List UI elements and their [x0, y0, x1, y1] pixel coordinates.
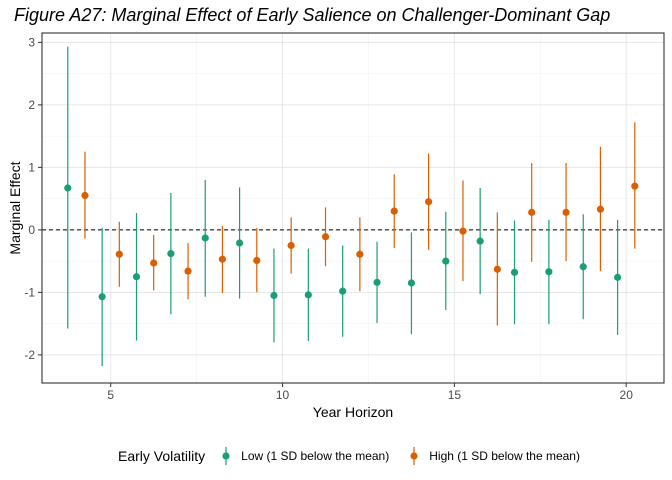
x-tick-label: 5 — [107, 388, 114, 402]
x-tick-label: 15 — [448, 388, 462, 402]
point-estimate — [390, 207, 398, 215]
y-tick-label: -2 — [24, 348, 35, 362]
point-estimate — [459, 227, 467, 235]
point-estimate — [528, 208, 536, 216]
x-tick-label: 10 — [276, 388, 290, 402]
point-estimate — [510, 268, 519, 276]
series-high — [81, 122, 639, 326]
x-axis-title: Year Horizon — [313, 404, 393, 420]
point-estimate — [184, 267, 192, 275]
legend-title: Early Volatility — [118, 448, 206, 464]
point-estimate — [115, 250, 123, 258]
point-estimate — [304, 291, 312, 299]
point-estimate — [98, 293, 106, 301]
point-estimate — [321, 233, 330, 241]
legend-label-high: High (1 SD below the mean) — [429, 449, 580, 463]
point-estimate — [253, 256, 261, 265]
point-estimate — [339, 287, 347, 295]
point-estimate — [64, 184, 72, 192]
point-estimate — [579, 263, 587, 271]
axis-ticks: 5 10 15 20 -2 -1 0 1 2 3 — [24, 35, 633, 402]
point-estimate — [287, 241, 295, 250]
y-tick-label: 3 — [28, 35, 35, 49]
point-estimate — [614, 273, 622, 281]
point-estimate — [235, 239, 244, 247]
legend-key-low-icon — [222, 447, 230, 465]
chart-title: Figure A27: Marginal Effect of Early Sal… — [14, 5, 611, 25]
point-estimate — [631, 182, 639, 190]
plot-panel-background — [42, 33, 664, 383]
point-estimate — [150, 259, 158, 267]
y-tick-label: 0 — [28, 223, 35, 237]
point-estimate — [356, 250, 364, 258]
point-estimate — [545, 268, 553, 276]
point-estimate — [493, 265, 501, 273]
point-estimate — [442, 257, 450, 265]
x-tick-label: 20 — [620, 388, 634, 402]
series-group — [64, 46, 639, 367]
legend-label-low: Low (1 SD below the mean) — [241, 449, 390, 463]
y-tick-label: 2 — [28, 98, 35, 112]
point-estimate — [270, 291, 278, 300]
point-estimate — [596, 205, 605, 213]
plot-panel-border — [41, 32, 665, 384]
point-estimate — [476, 237, 484, 245]
point-estimate — [562, 208, 570, 216]
point-estimate — [373, 278, 381, 286]
point-estimate — [167, 250, 175, 258]
point-estimate — [425, 198, 433, 206]
series-low — [64, 46, 622, 367]
point-estimate — [201, 234, 209, 242]
point-estimate — [407, 279, 416, 287]
legend: Early Volatility Low (1 SD below the mea… — [118, 446, 598, 466]
point-estimate — [132, 273, 141, 281]
legend-item-high: High (1 SD below the mean) — [407, 446, 580, 466]
point-estimate — [81, 191, 89, 200]
legend-item-low: Low (1 SD below the mean) — [219, 446, 389, 466]
legend-key-high-icon — [410, 447, 418, 465]
y-tick-label: -1 — [24, 285, 35, 299]
y-axis-title: Marginal Effect — [7, 161, 23, 254]
y-tick-label: 1 — [28, 160, 35, 174]
point-estimate — [218, 255, 227, 263]
